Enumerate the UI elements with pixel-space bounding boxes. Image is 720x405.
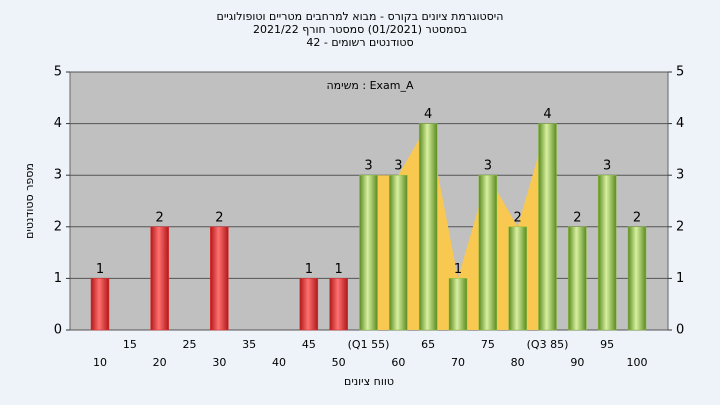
data-label: 4 <box>543 107 551 122</box>
bar <box>538 123 557 331</box>
chart-subtitle: בסמסטר (01/2021) סמסטר חורף 2021/22 <box>253 23 467 36</box>
bar <box>299 278 319 331</box>
data-label: 1 <box>454 262 462 277</box>
y-tick-label: 5 <box>54 65 62 80</box>
bar <box>150 226 169 331</box>
x-tick-label: 45 <box>302 338 316 351</box>
x-tick-label: 15 <box>123 338 137 351</box>
y2-tick-label: 0 <box>676 323 684 338</box>
data-label: 3 <box>394 159 402 174</box>
bar <box>478 174 498 331</box>
y-axis-label: מספר סטודנטים <box>23 163 36 239</box>
quartile-area <box>368 123 548 330</box>
x-tick-label: 95 <box>600 338 614 351</box>
y2-tick-label: 2 <box>676 219 684 234</box>
x-tick-label: 35 <box>242 338 256 351</box>
data-label: 2 <box>573 210 581 225</box>
y-tick-label: 3 <box>54 168 62 183</box>
y2-tick-label: 3 <box>676 168 684 183</box>
data-label: 3 <box>484 159 492 174</box>
data-label: 1 <box>305 262 313 277</box>
bar <box>210 226 229 331</box>
x-tick-label: 60 <box>391 356 405 369</box>
x-axis-label: טווח ציונים <box>344 375 394 388</box>
x-tick-label: 65 <box>421 338 435 351</box>
x-tick-label: 90 <box>570 356 584 369</box>
chart-title: היסטוגרמת ציונים בקורס - מבוא למרחבים מט… <box>217 10 504 23</box>
bar <box>508 226 527 331</box>
data-label: 2 <box>633 210 641 225</box>
data-label: 4 <box>424 107 432 122</box>
y2-tick-label: 4 <box>676 116 684 131</box>
bar <box>329 278 348 331</box>
x-tick-label: (Q3 85) <box>527 338 569 351</box>
chart-subtitle: סטודנטים רשומים - 42 <box>306 36 413 49</box>
x-tick-label: 80 <box>511 356 525 369</box>
data-label: 3 <box>603 159 611 174</box>
x-tick-label: 30 <box>212 356 226 369</box>
data-label: 1 <box>335 262 343 277</box>
bar <box>359 174 378 331</box>
y-tick-label: 1 <box>54 271 62 286</box>
bar <box>389 174 408 331</box>
x-tick-label: (Q1 55) <box>348 338 390 351</box>
x-tick-label: 25 <box>183 338 197 351</box>
bar <box>627 226 647 331</box>
data-label: 2 <box>156 210 164 225</box>
bar <box>448 278 468 331</box>
x-tick-label: 100 <box>627 356 648 369</box>
y-tick-label: 0 <box>54 323 62 338</box>
x-tick-label: 10 <box>93 356 107 369</box>
data-label: 1 <box>96 262 104 277</box>
x-tick-label: 70 <box>451 356 465 369</box>
y2-tick-label: 5 <box>676 65 684 80</box>
data-label: 2 <box>514 210 522 225</box>
bar <box>597 174 617 331</box>
x-tick-label: 75 <box>481 338 495 351</box>
x-tick-label: 50 <box>332 356 346 369</box>
data-label: 3 <box>364 159 372 174</box>
y2-tick-label: 1 <box>676 271 684 286</box>
bar <box>90 278 110 331</box>
bar <box>568 226 587 331</box>
annotation: משימה : Exam_A <box>326 79 414 92</box>
y-tick-label: 2 <box>54 219 62 234</box>
x-tick-label: 40 <box>272 356 286 369</box>
y-tick-label: 4 <box>54 116 62 131</box>
data-label: 2 <box>215 210 223 225</box>
x-tick-label: 20 <box>153 356 167 369</box>
bar <box>418 123 438 331</box>
